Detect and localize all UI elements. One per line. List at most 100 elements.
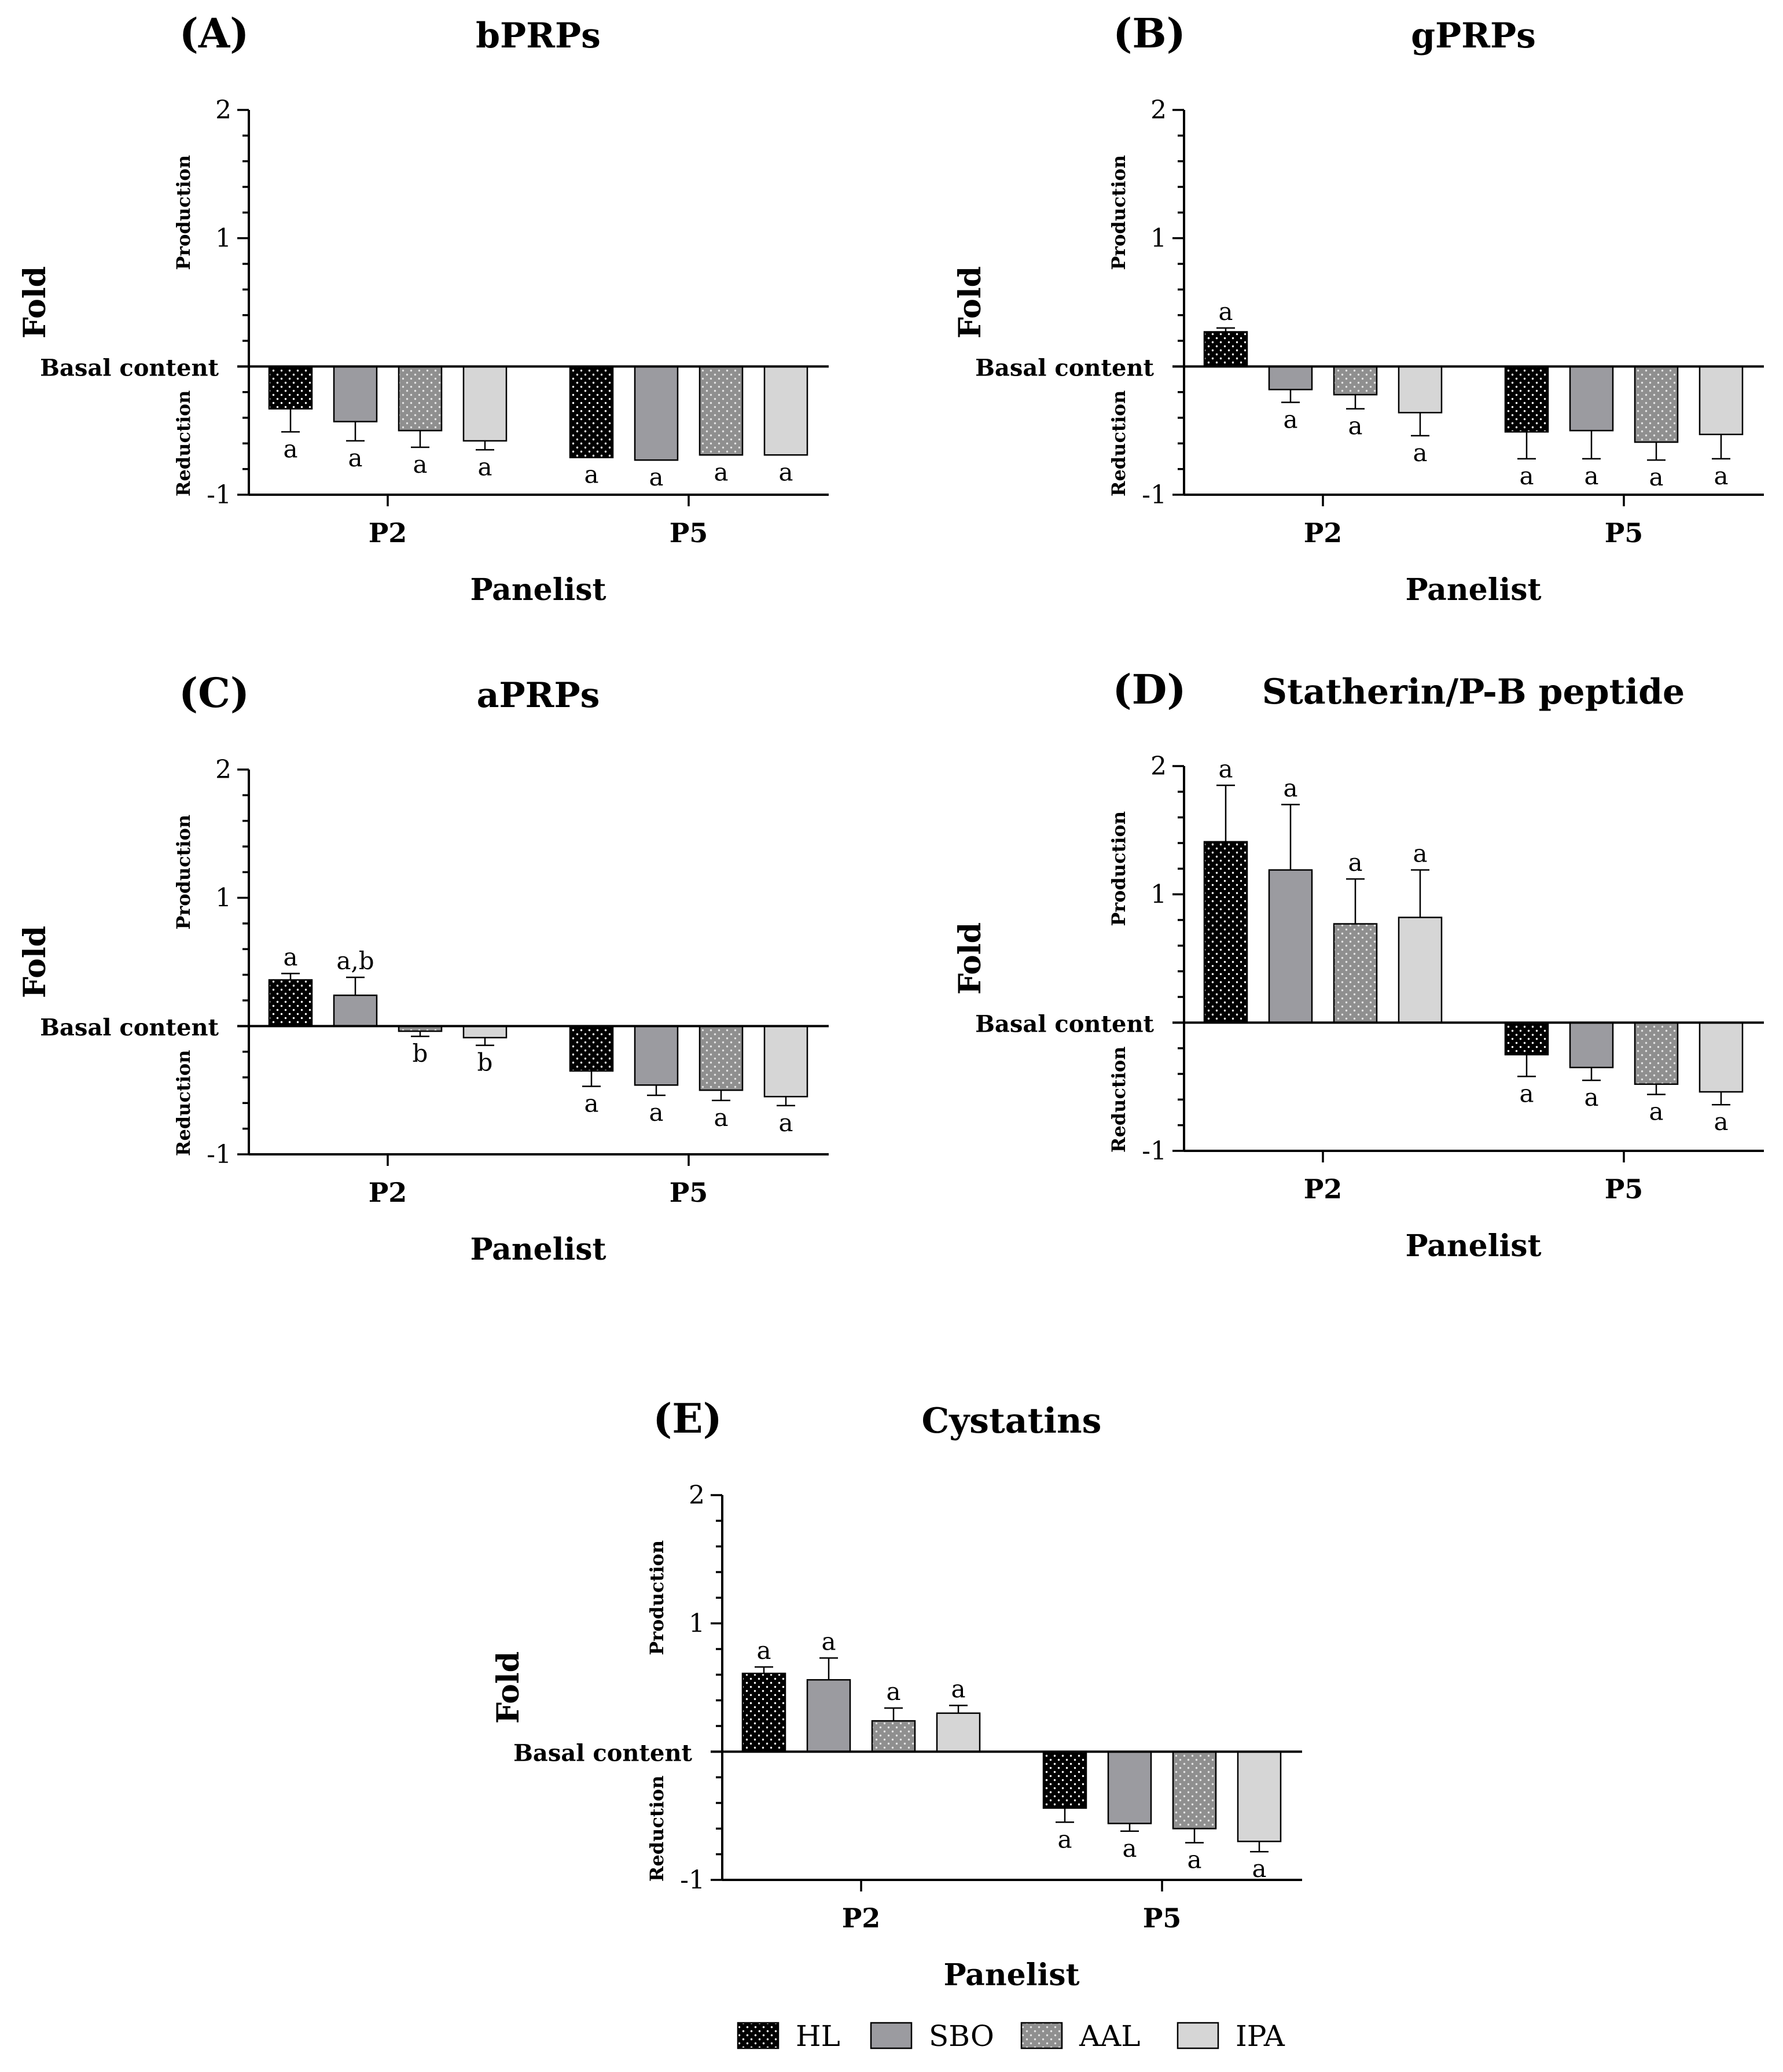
bar-ipa-p2 — [462, 1025, 508, 1039]
y-tick-label: -1 — [207, 480, 231, 510]
significance-letter: a — [413, 450, 427, 479]
y-tick-label: -1 — [1142, 480, 1167, 510]
x-category-label: P5 — [1605, 1173, 1644, 1205]
significance-letter: a — [714, 1103, 728, 1132]
production-label: Production — [646, 1540, 668, 1655]
bar-sbo-p2 — [333, 366, 378, 422]
bar-aal-p5 — [1172, 1751, 1217, 1830]
y-axis-title: Fold — [17, 266, 53, 338]
x-category-label: P5 — [1605, 517, 1644, 549]
bar-aal-p5 — [1634, 366, 1679, 443]
bar-ipa-p5 — [1699, 1022, 1744, 1093]
y-axis-title: Fold — [953, 266, 988, 338]
panel-title: Cystatins — [922, 1401, 1102, 1441]
x-axis-title: Panelist — [1405, 572, 1541, 608]
significance-letter: a — [886, 1677, 900, 1706]
y-axis-title: Fold — [491, 1651, 526, 1724]
significance-letter: a — [1283, 405, 1297, 433]
bar-hl-p5 — [1504, 1022, 1549, 1055]
panel-d: (D) Statherin/P-B peptide a a a a a a a a -1 1 2 P2 P5… — [953, 665, 1764, 1264]
significance-letter: a — [1218, 755, 1233, 783]
y-tick-label: -1 — [1142, 1136, 1167, 1166]
bar-sbo-p5 — [634, 1025, 679, 1086]
significance-letter: a — [1348, 411, 1362, 440]
production-label: Production — [172, 815, 194, 930]
panel-b: (B) gPRPs a a a a a a a a -1 1 2 P2 P5 Basal content Pro… — [953, 9, 1764, 608]
panel-label: (D) — [1113, 665, 1186, 713]
bar-ipa-p5 — [763, 366, 808, 456]
significance-letter: a — [1218, 297, 1233, 326]
panel-title: Statherin/P-B peptide — [1262, 672, 1685, 712]
panel-label: (E) — [653, 1394, 722, 1442]
reduction-label: Reduction — [172, 391, 194, 497]
bar-sbo-p5 — [634, 366, 679, 461]
significance-letter: a — [1122, 1834, 1137, 1863]
y-tick-label: 2 — [215, 95, 231, 125]
legend-label-hl: HL — [796, 2019, 840, 2053]
significance-letter: b — [477, 1048, 493, 1077]
bar-aal-p5 — [699, 1025, 744, 1091]
x-category-label: P2 — [842, 1902, 881, 1934]
bar-sbo-p2 — [333, 994, 378, 1027]
reduction-label: Reduction — [646, 1776, 668, 1882]
bar-aal-p2 — [871, 1720, 916, 1753]
significance-letter: a — [1649, 463, 1663, 491]
bar-hl-p2 — [741, 1672, 786, 1753]
bar-hl-p2 — [268, 366, 313, 410]
panel-label: (A) — [179, 9, 249, 57]
y-tick-label: 1 — [215, 884, 231, 913]
y-tick-label: 2 — [689, 1481, 705, 1510]
bar-ipa-p5 — [1237, 1751, 1282, 1842]
y-tick-label: -1 — [207, 1140, 231, 1169]
bar-ipa-p2 — [1398, 917, 1443, 1024]
y-tick-label: 1 — [1150, 880, 1167, 910]
bar-hl-p5 — [569, 366, 614, 458]
bar-hl-p2 — [1203, 331, 1248, 367]
legend-swatch-ipa — [1177, 2022, 1219, 2049]
x-category-label: P5 — [1143, 1902, 1182, 1934]
significance-letter: a — [584, 461, 598, 489]
reduction-label: Reduction — [1108, 391, 1130, 497]
panel-title: gPRPs — [1411, 16, 1536, 56]
bar-sbo-p5 — [1569, 1022, 1614, 1069]
bar-hl-p5 — [1504, 366, 1549, 433]
baseline-label: Basal content — [513, 1739, 692, 1766]
production-label: Production — [172, 155, 194, 270]
panel-title: bPRPs — [476, 16, 601, 56]
significance-letter: a — [756, 1636, 771, 1665]
bar-sbo-p5 — [1107, 1751, 1152, 1824]
significance-letter: a — [1584, 462, 1598, 490]
bar-aal-p5 — [1634, 1022, 1679, 1085]
y-tick-label: 1 — [1150, 224, 1167, 253]
x-category-label: P2 — [1304, 517, 1343, 549]
y-tick-label: 2 — [1150, 752, 1167, 781]
significance-letter: a — [1519, 1079, 1534, 1107]
panel-a: (A) bPRPs a a a a a a a a -1 1 2 P2 P5 Basal content Pro… — [17, 9, 829, 608]
bar-sbo-p2 — [806, 1679, 851, 1753]
bar-hl-p5 — [569, 1025, 614, 1072]
bar-hl-p2 — [1203, 841, 1248, 1024]
reduction-label: Reduction — [1108, 1047, 1130, 1153]
x-axis-title: Panelist — [470, 1232, 606, 1267]
significance-letter: a — [1187, 1846, 1201, 1874]
y-tick-label: 2 — [1150, 95, 1167, 125]
legend: HL SBO AAL IPA — [737, 2019, 1285, 2053]
significance-letter: a — [649, 1098, 663, 1127]
significance-letter: a — [1413, 439, 1427, 467]
panel-c: (C) aPRPs a a a,b a b a b a -1 1 2 P2 P5 Basal content P… — [17, 669, 829, 1267]
significance-letter: a — [778, 1109, 793, 1137]
significance-letter: a — [821, 1628, 836, 1656]
legend-label-sbo: SBO — [929, 2019, 994, 2053]
bar-ipa-p2 — [1398, 366, 1443, 414]
significance-letter: a — [1057, 1825, 1072, 1853]
significance-letter: a — [1252, 1854, 1266, 1883]
production-label: Production — [1108, 155, 1130, 270]
y-axis-title: Fold — [953, 922, 988, 995]
significance-letter: a — [951, 1675, 965, 1703]
significance-letter: b — [413, 1039, 428, 1068]
legend-swatch-sbo — [870, 2022, 913, 2049]
y-tick-label: 2 — [215, 755, 231, 785]
significance-letter: a — [348, 444, 362, 472]
bar-sbo-p2 — [1268, 366, 1313, 391]
